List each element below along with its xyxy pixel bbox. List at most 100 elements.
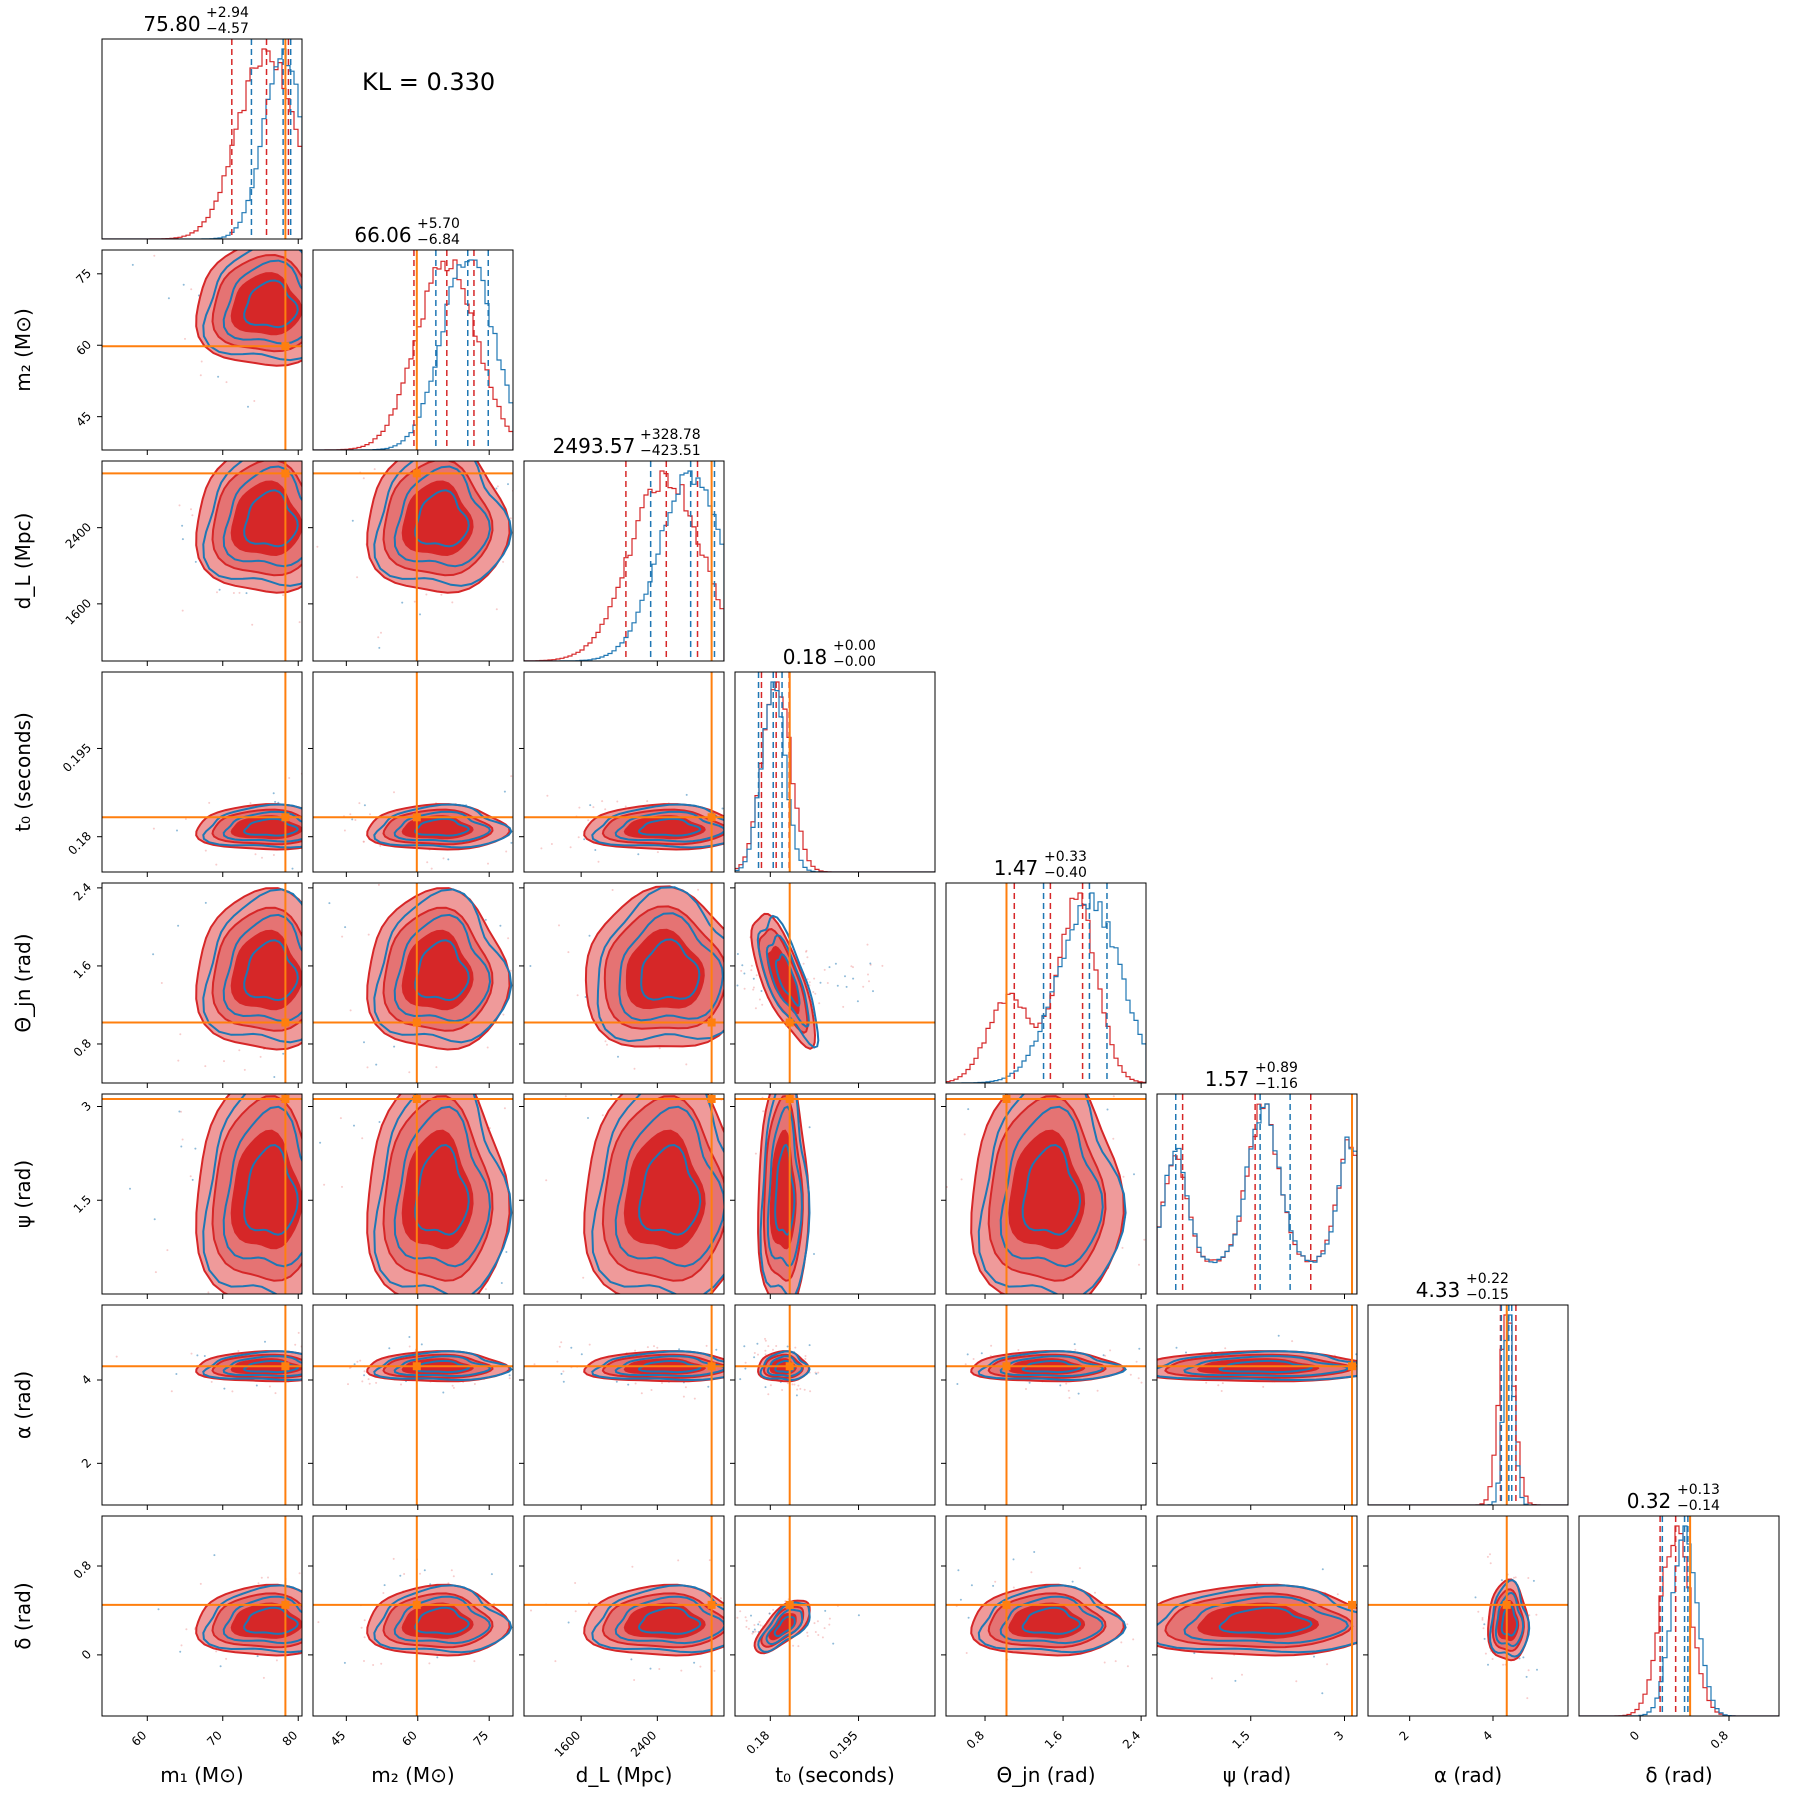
sample-point xyxy=(1384,1378,1386,1380)
panel-frame xyxy=(101,671,303,873)
sample-point xyxy=(261,856,263,859)
sample-point xyxy=(736,984,739,987)
sample-point xyxy=(334,947,336,949)
sample-point xyxy=(753,1356,756,1359)
sample-point xyxy=(503,1107,506,1110)
sample-point xyxy=(610,1094,613,1097)
contour-blue-2 xyxy=(393,913,492,1023)
sample-point xyxy=(339,843,341,845)
sample-point xyxy=(1404,1590,1406,1592)
sample-point xyxy=(314,833,316,835)
sample-point xyxy=(385,320,387,322)
sample-point xyxy=(767,1081,769,1083)
sample-point xyxy=(804,1355,807,1357)
sample-point xyxy=(736,1616,739,1619)
sample-point xyxy=(653,1345,655,1348)
sample-point xyxy=(1395,1625,1397,1627)
sample-point xyxy=(740,969,743,972)
sample-point xyxy=(337,513,339,515)
sample-point xyxy=(815,1372,818,1375)
sample-point xyxy=(454,428,456,430)
sample-point xyxy=(210,1380,213,1383)
sample-point xyxy=(1481,1617,1484,1619)
sample-point xyxy=(646,800,649,803)
sample-point xyxy=(327,1371,329,1373)
sample-point xyxy=(1403,1623,1405,1625)
sample-point xyxy=(611,889,614,891)
sample-point xyxy=(786,1345,789,1348)
sample-point xyxy=(759,1624,762,1627)
sample-point xyxy=(541,1031,543,1033)
sample-point xyxy=(750,1260,752,1262)
panel-frame xyxy=(734,1304,936,1506)
y-tick-label: 75 xyxy=(73,266,94,287)
sample-point xyxy=(309,819,311,821)
sample-point xyxy=(1513,1576,1515,1579)
sample-point xyxy=(519,1625,521,1627)
sample-point xyxy=(823,1627,826,1630)
sample-point xyxy=(750,964,753,967)
sample-point xyxy=(1378,1360,1380,1362)
sample-point xyxy=(426,1312,428,1314)
sample-point xyxy=(449,1300,451,1302)
sample-point xyxy=(1415,1617,1417,1619)
truth-marker xyxy=(1348,1362,1356,1371)
sample-point xyxy=(514,982,516,984)
sample-point xyxy=(1336,1593,1339,1596)
sample-point xyxy=(725,967,727,969)
title-minus: −0.15 xyxy=(1466,1287,1509,1303)
sample-point xyxy=(808,1344,811,1347)
sample-point xyxy=(231,1390,234,1393)
sample-point xyxy=(317,1621,320,1624)
sample-point xyxy=(232,592,235,594)
sample-point xyxy=(744,1367,747,1370)
sample-point xyxy=(741,964,744,967)
contour-blue-3 xyxy=(243,489,299,548)
contour-blue-1 xyxy=(596,886,724,1043)
sample-point xyxy=(1012,1586,1015,1589)
sample-point xyxy=(333,585,335,587)
sample-point xyxy=(180,1145,183,1148)
sample-point xyxy=(509,969,512,972)
sample-point xyxy=(335,958,337,960)
sample-point xyxy=(634,1349,637,1352)
sample-point xyxy=(237,1350,240,1352)
sample-point xyxy=(749,813,751,815)
sample-point xyxy=(356,1360,359,1363)
sample-point xyxy=(852,977,855,980)
sample-point xyxy=(333,1222,335,1224)
sample-point xyxy=(755,974,758,977)
sample-point xyxy=(867,973,869,976)
sample-point xyxy=(340,1050,342,1052)
sample-point xyxy=(363,1619,366,1622)
x-axis-label-dL: d_L (Mpc) xyxy=(576,1763,673,1787)
sample-point xyxy=(627,1383,630,1386)
sample-point xyxy=(309,319,311,321)
x-axis-label-psi: ψ (rad) xyxy=(1223,1763,1291,1787)
sample-point xyxy=(484,1288,487,1291)
sample-point xyxy=(1094,1591,1096,1594)
sample-point xyxy=(594,849,597,851)
sample-point xyxy=(353,1124,355,1127)
sample-point xyxy=(818,1002,821,1005)
truth-marker xyxy=(1002,1095,1011,1103)
sample-point xyxy=(218,1313,220,1315)
x-tick-label: 0 xyxy=(1627,1728,1642,1743)
sample-point xyxy=(469,1324,471,1326)
sample-point xyxy=(744,1361,747,1364)
sample-point xyxy=(362,1079,364,1081)
sample-point xyxy=(725,820,727,822)
sample-point xyxy=(1522,1656,1525,1659)
y-tick-label: 60 xyxy=(73,337,94,358)
sample-point xyxy=(308,936,310,938)
sample-point xyxy=(175,1373,178,1375)
sample-point xyxy=(529,868,531,870)
sample-point xyxy=(308,226,310,228)
sample-point xyxy=(199,1582,202,1585)
sample-point xyxy=(633,867,635,869)
sample-point xyxy=(1091,1046,1093,1048)
y-tick-label: 2.4 xyxy=(71,880,94,903)
sample-point xyxy=(767,1308,769,1310)
sample-point xyxy=(514,830,516,832)
title-minus: −1.16 xyxy=(1255,1076,1298,1092)
